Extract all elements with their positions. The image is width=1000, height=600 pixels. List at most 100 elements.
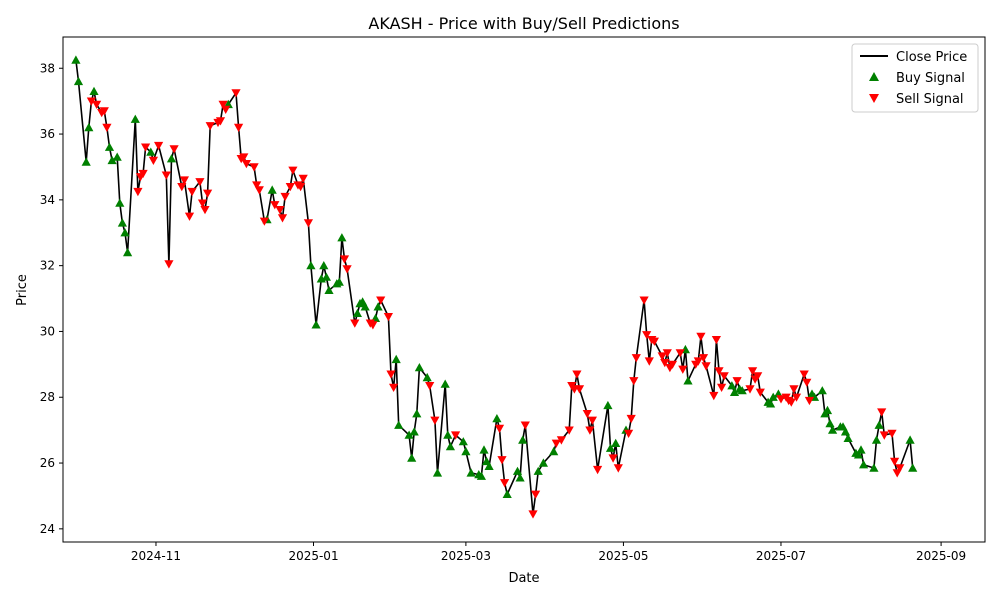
sell-signal-marker	[879, 431, 889, 440]
buy-signal-marker	[484, 461, 494, 470]
sell-signal-marker	[285, 183, 295, 192]
buy-signal-marker	[432, 468, 443, 477]
sell-signal-marker	[776, 395, 786, 404]
sell-signal-marker	[389, 383, 399, 392]
sell-signal-marker	[203, 189, 213, 198]
y-tick-label: 38	[40, 61, 55, 75]
buy-signal-marker	[905, 435, 915, 444]
sell-signal-marker	[582, 410, 592, 419]
sell-signal-marker	[644, 357, 654, 366]
buy-signal-marker	[443, 430, 453, 439]
sell-signal-marker	[200, 206, 210, 215]
sell-signal-marker	[753, 372, 763, 381]
buy-signal-marker	[843, 433, 853, 442]
buy-signal-marker	[461, 446, 471, 456]
buy-signal-marker	[337, 233, 347, 242]
buy-signal-marker	[414, 363, 424, 372]
buy-signal-marker	[107, 155, 117, 165]
sell-signal-marker	[745, 385, 755, 394]
chart-title: AKASH - Price with Buy/Sell Predictions	[368, 14, 679, 33]
sell-signal-marker	[639, 296, 649, 305]
buy-signal-marker	[73, 76, 84, 86]
sell-signal-marker	[642, 331, 652, 340]
y-tick-label: 34	[40, 193, 55, 207]
buy-signal-marker	[766, 399, 776, 408]
buy-signal-marker	[871, 435, 882, 444]
sell-signal-marker	[709, 391, 719, 401]
sell-signal-marker	[252, 181, 262, 190]
sell-signal-marker	[187, 187, 197, 197]
sell-signal-marker	[494, 424, 505, 434]
sell-signal-marker	[184, 212, 195, 221]
sell-signal-marker	[789, 385, 799, 394]
sell-signal-marker	[649, 337, 659, 346]
sell-signal-marker	[732, 377, 742, 386]
sell-signal-marker	[698, 354, 709, 363]
buy-signal-marker	[479, 445, 489, 454]
legend-sell-swatch	[869, 94, 879, 103]
sell-signal-marker	[270, 201, 280, 210]
buy-signal-marker	[319, 261, 329, 270]
buy-signal-marker	[683, 376, 693, 385]
sell-signal-marker	[275, 206, 285, 215]
buy-signal-marker	[737, 386, 747, 395]
buy-signal-marker	[120, 228, 130, 237]
buy-signal-marker	[828, 425, 838, 434]
buy-signal-marker	[603, 400, 613, 410]
sell-signal-marker	[629, 377, 639, 386]
buy-signal-marker	[611, 438, 621, 447]
buy-signal-marker	[908, 463, 918, 472]
buy-signal-marker	[324, 285, 334, 294]
sell-signal-marker	[368, 321, 378, 330]
sell-signal-marker	[277, 214, 288, 223]
buy-signal-marker	[512, 466, 523, 475]
x-tick-label: 2025-07	[756, 549, 806, 563]
x-tick-label: 2025-09	[916, 549, 966, 563]
sell-signal-marker	[711, 336, 721, 345]
buy-signal-marker	[373, 302, 383, 311]
sell-signal-marker	[895, 464, 905, 473]
sell-signal-marker	[802, 378, 812, 387]
sell-signal-marker	[179, 176, 189, 185]
sell-signal-marker	[99, 107, 109, 116]
buy-signal-marker	[391, 354, 401, 364]
sell-signal-marker	[177, 183, 187, 192]
sell-signal-marker	[556, 436, 566, 445]
sell-signal-marker	[799, 370, 809, 379]
sell-signal-marker	[500, 479, 510, 488]
buy-signal-marker	[81, 157, 91, 166]
buy-signal-marker	[458, 437, 468, 446]
buy-signal-marker	[409, 427, 419, 436]
buy-signal-marker	[859, 460, 869, 469]
sell-signal-marker	[587, 416, 597, 425]
y-tick-label: 28	[40, 390, 55, 404]
sell-signal-marker	[608, 454, 618, 463]
buy-signal-marker	[476, 471, 486, 480]
buy-signal-marker	[166, 154, 177, 163]
sell-signal-marker	[195, 178, 205, 187]
sell-signal-marker	[133, 187, 143, 197]
sell-signal-marker	[593, 465, 603, 475]
legend-buy-label: Buy Signal	[896, 71, 965, 86]
buy-signal-marker	[822, 405, 833, 415]
buy-signal-marker	[104, 142, 115, 151]
buy-signal-marker	[768, 392, 778, 401]
plot-frame	[62, 36, 986, 543]
buy-signal-marker	[117, 218, 127, 227]
buy-signal-marker	[605, 443, 616, 452]
sell-signal-marker	[342, 265, 352, 274]
buy-signal-marker	[492, 414, 502, 423]
buy-signal-marker	[825, 419, 835, 428]
sell-signal-marker	[626, 414, 636, 424]
sell-signal-marker	[719, 372, 729, 381]
sell-signal-marker	[528, 510, 538, 519]
buy-signal-marker	[89, 86, 99, 95]
sell-signal-marker	[613, 464, 623, 473]
sell-signal-marker	[675, 349, 685, 358]
sell-signal-marker	[249, 163, 259, 172]
sell-signal-marker	[197, 199, 208, 208]
sell-signal-marker	[161, 171, 171, 180]
buy-signal-marker	[853, 450, 864, 459]
buy-signal-marker	[874, 420, 884, 429]
